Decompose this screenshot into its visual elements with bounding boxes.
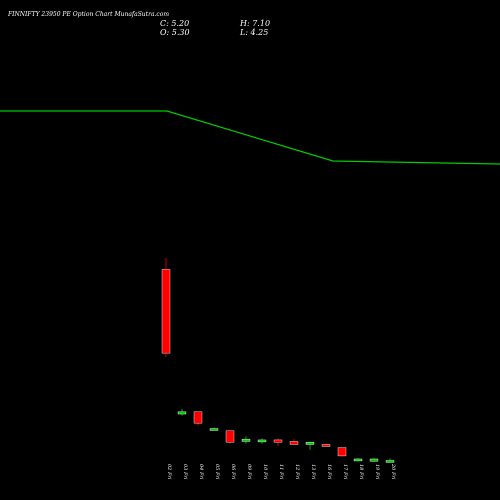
candle-16-fri [321, 443, 331, 447]
candle-03-fri [177, 408, 187, 416]
x-tick-label: 18 Fri [358, 464, 364, 480]
x-tick-label: 12 Fri [294, 464, 300, 480]
candle-body [177, 411, 187, 415]
candle-05-fri [209, 427, 219, 431]
candle-12-fri [289, 439, 299, 445]
x-tick-label: 04 Fri [198, 464, 204, 480]
candle-body [337, 447, 347, 457]
candle-13-fri [305, 441, 315, 450]
candle-body [225, 430, 235, 443]
open-price-label: O: 5.30 [160, 28, 190, 37]
candle-body [305, 442, 315, 445]
candle-body [289, 441, 299, 445]
candle-20-fri [385, 458, 395, 463]
x-tick-label: 16 Fri [326, 464, 332, 480]
high-price-label: H: 7.10 [240, 19, 271, 28]
candle-18-fri [353, 458, 363, 462]
candle-19-fri [369, 458, 379, 462]
candle-body [353, 458, 363, 462]
x-tick-label: 06 Fri [230, 464, 236, 480]
x-tick-label: 09 Fri [246, 464, 252, 480]
x-tick-label: 10 Fri [262, 464, 268, 480]
x-tick-label: 03 Fri [182, 464, 188, 480]
candle-02-fri [161, 258, 171, 357]
x-tick-label: 13 Fri [310, 464, 316, 480]
candle-body [257, 439, 267, 443]
overlay-line [0, 110, 500, 165]
x-tick-label: 20 Fri [390, 463, 396, 480]
candle-body [241, 438, 251, 442]
candle-body [385, 460, 395, 463]
x-tick-label: 19 Fri [374, 464, 380, 480]
x-tick-label: 11 Fri [278, 464, 284, 480]
candle-body [161, 269, 171, 354]
low-price-label: L: 4.25 [240, 28, 269, 37]
chart-title: FINNIFTY 23950 PE Option Chart MunafaSut… [8, 11, 170, 18]
x-tick-label: 02 Fri [166, 464, 172, 480]
candle-body [321, 444, 331, 447]
candle-04-fri [193, 411, 203, 426]
candle-11-fri [273, 438, 283, 447]
candle-10-fri [257, 438, 267, 444]
candle-body [209, 428, 219, 431]
candle-body [273, 439, 283, 443]
candle-09-fri [241, 436, 251, 444]
candle-body [193, 411, 203, 424]
candle-body [369, 458, 379, 462]
x-tick-label: 17 Fri [342, 464, 348, 480]
close-price-label: C: 5.20 [160, 19, 190, 28]
x-tick-label: 05 Fri [214, 464, 220, 480]
candle-06-fri [225, 430, 235, 444]
candle-17-fri [337, 447, 347, 457]
